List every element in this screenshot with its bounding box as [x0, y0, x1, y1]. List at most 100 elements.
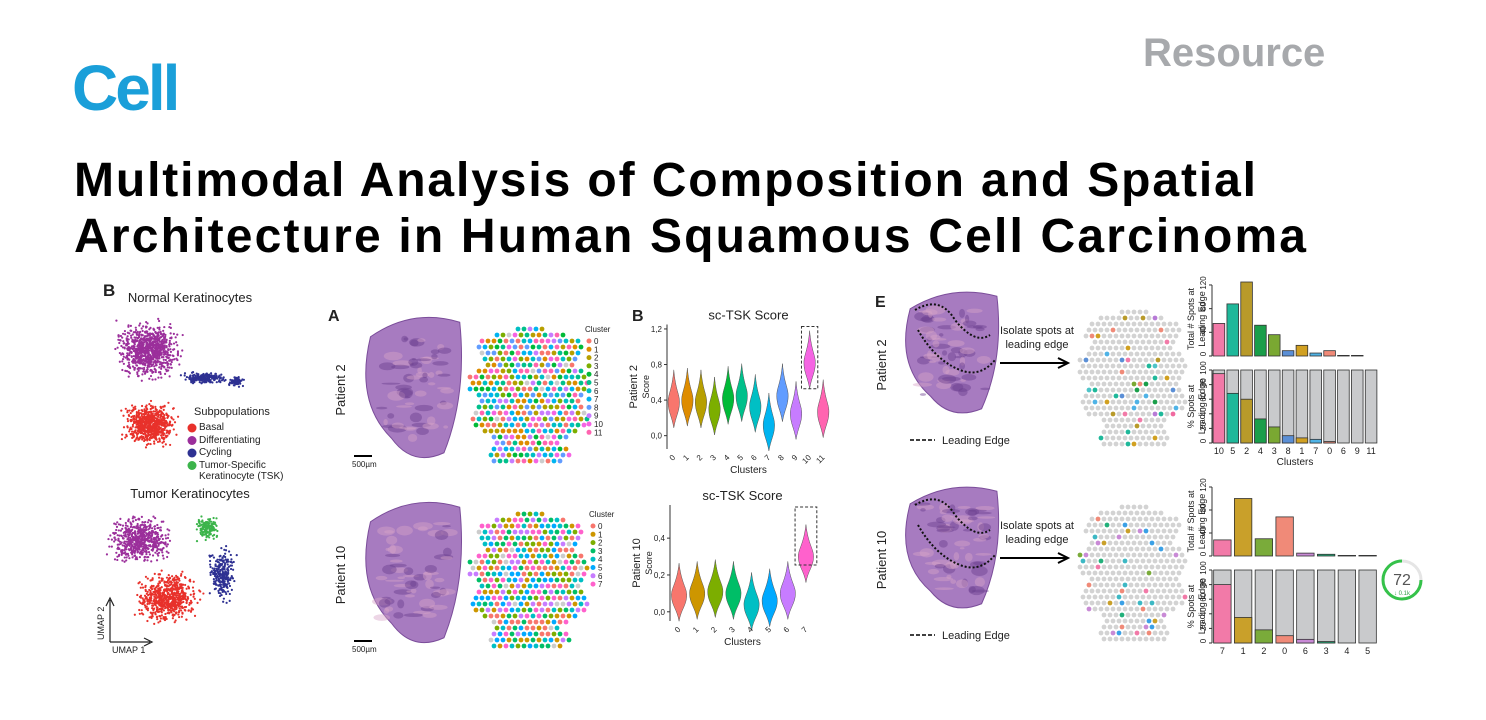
spot	[545, 631, 551, 637]
umap-point	[159, 413, 162, 416]
spot	[575, 350, 581, 356]
umap-point	[136, 545, 139, 548]
umap-point	[198, 589, 201, 592]
spot	[569, 422, 575, 428]
umap-point	[172, 332, 175, 335]
spot	[1110, 387, 1116, 393]
spot	[524, 404, 530, 410]
x-tick-label: 5	[764, 625, 774, 635]
spot	[491, 643, 497, 649]
umap-point	[193, 377, 196, 381]
bar	[1226, 392, 1239, 444]
spot	[1137, 357, 1143, 363]
umap-point	[141, 533, 144, 536]
umap-point	[228, 582, 231, 585]
x-tick-label: 7	[1313, 446, 1318, 456]
umap-point	[143, 601, 146, 604]
umap-point	[158, 326, 161, 329]
umap-point	[233, 579, 236, 583]
spot	[512, 380, 518, 386]
umap-point	[153, 414, 156, 417]
spot	[488, 577, 494, 583]
umap-point	[145, 404, 148, 407]
umap-point	[142, 539, 146, 542]
umap-point	[134, 539, 137, 542]
umap-point	[147, 431, 150, 434]
tissue-texture	[436, 386, 452, 390]
spot	[479, 595, 485, 601]
spot	[548, 553, 554, 559]
spot	[569, 362, 575, 368]
umap-point	[117, 338, 120, 341]
umap-point	[196, 374, 199, 377]
spot	[542, 529, 548, 535]
spot	[557, 607, 563, 613]
umap-point	[209, 571, 212, 574]
umap-point	[175, 341, 178, 344]
umap-point	[143, 559, 146, 562]
umap-point	[130, 419, 133, 422]
spot	[1110, 315, 1116, 321]
umap-point	[121, 360, 124, 363]
tissue-texture	[386, 535, 398, 545]
umap-point	[117, 523, 121, 526]
umap-point	[166, 585, 169, 588]
violin	[681, 368, 694, 427]
umap-point	[163, 418, 166, 421]
umap-point	[212, 582, 216, 585]
umap-point	[149, 374, 153, 378]
umap-point	[148, 600, 151, 603]
spot	[491, 595, 497, 601]
umap-point	[153, 588, 157, 591]
tissue-texture	[919, 393, 927, 396]
spot	[491, 583, 497, 589]
umap-point	[126, 533, 130, 536]
tissue-texture	[917, 356, 931, 365]
umap-point	[154, 517, 157, 520]
umap-point	[218, 594, 222, 598]
spot	[488, 589, 494, 595]
spot	[1170, 327, 1176, 333]
spot	[560, 404, 566, 410]
umap-point	[136, 345, 139, 348]
umap-point	[134, 348, 137, 351]
spot	[509, 386, 515, 392]
spot	[542, 577, 548, 583]
umap-point	[175, 596, 178, 599]
spot	[1170, 375, 1176, 381]
spot	[545, 338, 551, 344]
spot	[1086, 351, 1092, 357]
umap-point	[143, 594, 147, 597]
umap-point	[162, 546, 165, 550]
spot	[503, 350, 509, 356]
umap-point	[123, 549, 126, 552]
spot	[557, 410, 563, 416]
tissue-texture	[425, 579, 434, 589]
spot	[1137, 393, 1143, 399]
tissue-texture	[925, 330, 938, 341]
spot	[548, 541, 554, 547]
spot	[488, 380, 494, 386]
umap-point	[126, 417, 129, 421]
tissue-texture	[413, 574, 427, 581]
umap-point	[162, 520, 165, 523]
spot	[518, 428, 524, 434]
spot	[524, 637, 530, 643]
spot	[491, 619, 497, 625]
spot	[569, 338, 575, 344]
umap-point	[160, 421, 163, 424]
spot	[479, 535, 485, 541]
x-tick-label: 8	[776, 453, 786, 463]
spot	[1152, 375, 1158, 381]
umap-point	[121, 336, 124, 339]
umap-point	[134, 331, 137, 334]
spot	[572, 344, 578, 350]
spot	[1158, 339, 1164, 345]
umap-point	[109, 534, 112, 537]
umap-point	[138, 552, 142, 555]
tissue-texture	[419, 598, 436, 609]
spot	[542, 428, 548, 434]
spot	[545, 446, 551, 452]
umap-point	[165, 339, 168, 342]
umap-point	[217, 589, 220, 593]
